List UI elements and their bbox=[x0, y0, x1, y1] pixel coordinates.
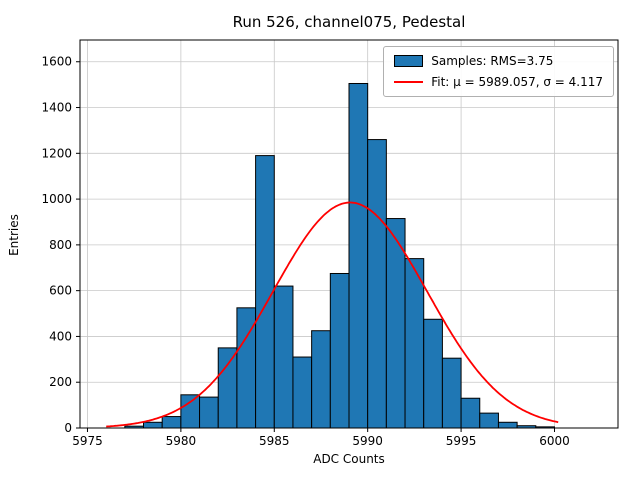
y-tick-label: 800 bbox=[49, 238, 72, 252]
histogram-bar bbox=[143, 421, 163, 429]
histogram-bar bbox=[161, 416, 182, 429]
x-tick-label: 5975 bbox=[72, 434, 103, 448]
y-tick-label: 400 bbox=[49, 329, 72, 343]
legend-item-samples: Samples: RMS=3.75 bbox=[394, 54, 603, 68]
y-tick-label: 200 bbox=[49, 375, 72, 389]
histogram-bar bbox=[460, 397, 481, 429]
x-tick-label: 5985 bbox=[259, 434, 290, 448]
x-tick-label: 6000 bbox=[539, 434, 570, 448]
y-tick-label: 1400 bbox=[41, 101, 72, 115]
histogram-bar bbox=[273, 285, 294, 429]
histogram-bar bbox=[255, 155, 275, 429]
y-tick-label: 1600 bbox=[41, 55, 72, 69]
histogram-bar bbox=[311, 330, 331, 429]
chart-title: Run 526, channel075, Pedestal bbox=[232, 13, 466, 31]
legend-samples-swatch-icon bbox=[394, 55, 424, 67]
y-tick-label: 0 bbox=[64, 421, 72, 435]
histogram-bar bbox=[367, 139, 387, 429]
y-tick-label: 600 bbox=[49, 284, 72, 298]
histogram-bar bbox=[441, 357, 462, 429]
plot-frame bbox=[79, 39, 619, 429]
y-tick-label: 1000 bbox=[41, 192, 72, 206]
legend: Samples: RMS=3.75 Fit: μ = 5989.057, σ =… bbox=[383, 46, 614, 97]
x-tick-label: 5980 bbox=[166, 434, 197, 448]
histogram-bar bbox=[180, 394, 201, 429]
x-axis-label: ADC Counts bbox=[313, 452, 385, 466]
histogram-bar bbox=[217, 347, 238, 429]
legend-item-fit: Fit: μ = 5989.057, σ = 4.117 bbox=[394, 75, 603, 89]
x-tick-label: 5995 bbox=[446, 434, 477, 448]
x-tick-label: 5990 bbox=[352, 434, 383, 448]
histogram-bar bbox=[404, 258, 425, 429]
legend-fit-swatch-icon bbox=[394, 81, 424, 83]
gaussian-fit-curve bbox=[106, 201, 559, 428]
legend-fit-label: Fit: μ = 5989.057, σ = 4.117 bbox=[431, 75, 603, 89]
histogram-bar bbox=[329, 272, 350, 429]
histogram-bar bbox=[292, 356, 313, 429]
histogram-bar bbox=[497, 421, 518, 429]
histogram-bar bbox=[423, 318, 443, 429]
y-axis-label: Entries bbox=[7, 214, 21, 256]
y-tick-label: 1200 bbox=[41, 146, 72, 160]
histogram-bar bbox=[479, 412, 499, 429]
histogram-bar bbox=[348, 82, 369, 429]
histogram-bar bbox=[199, 396, 219, 429]
legend-samples-label: Samples: RMS=3.75 bbox=[431, 54, 554, 68]
